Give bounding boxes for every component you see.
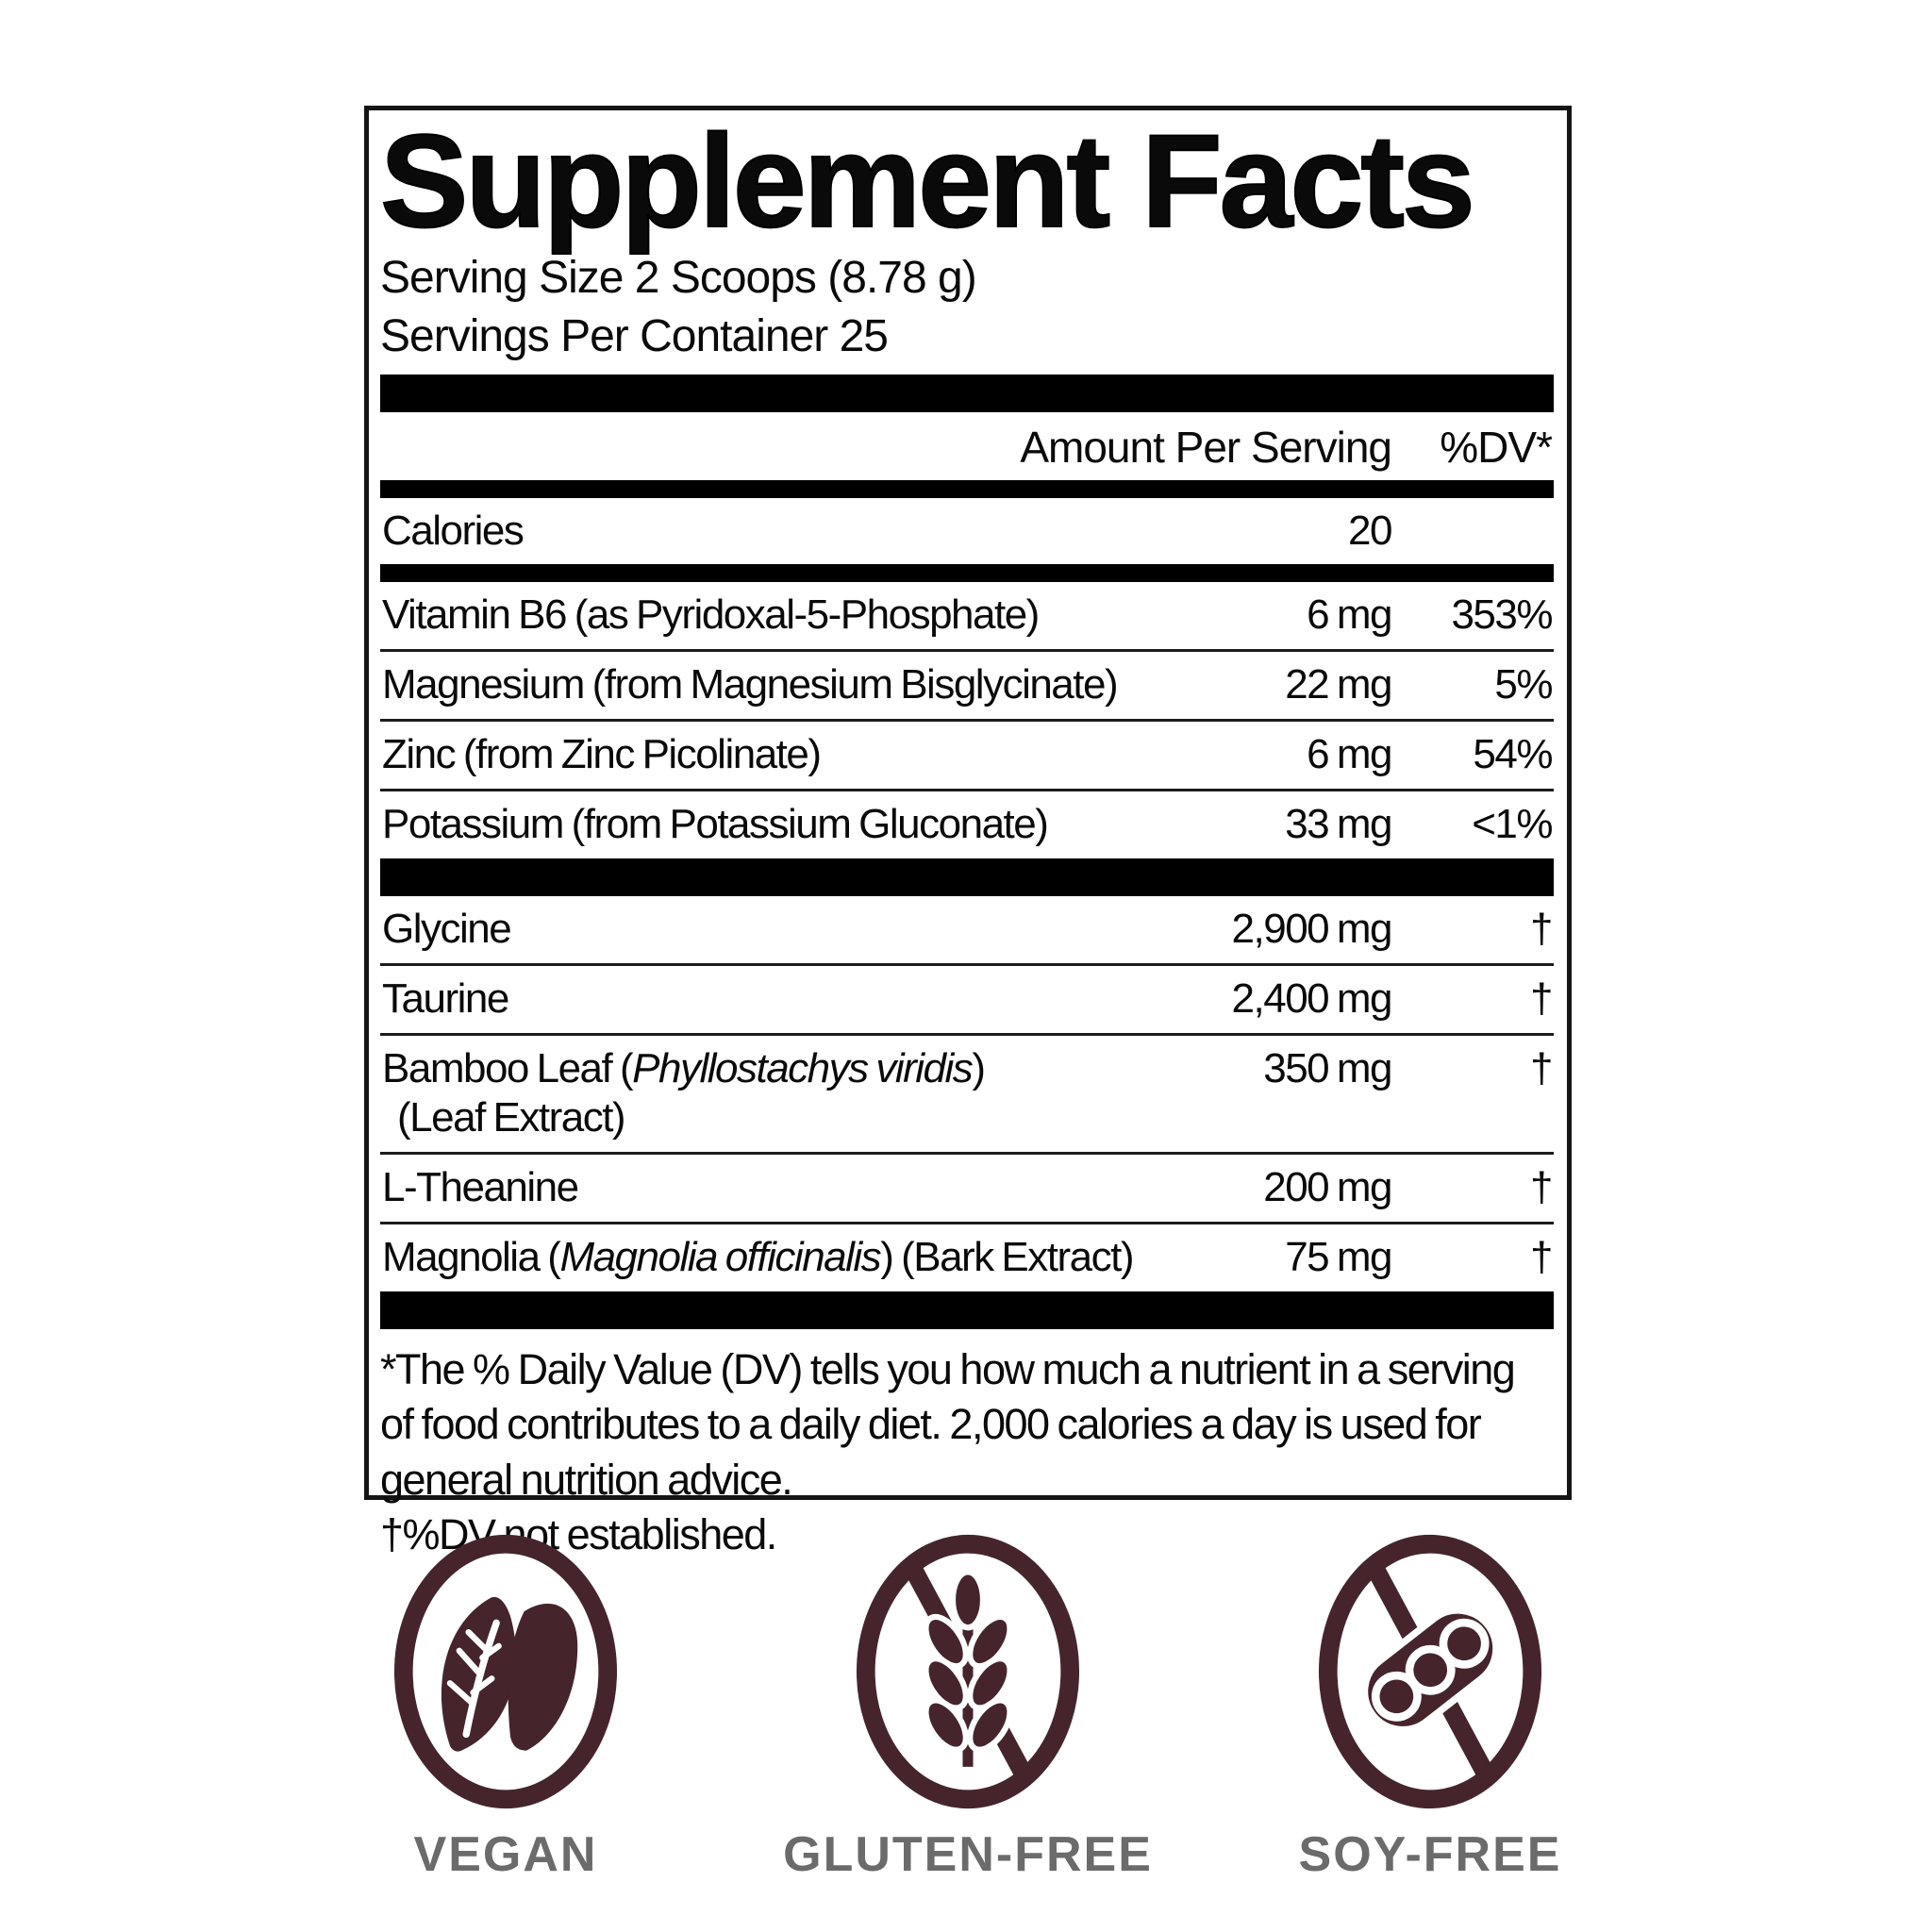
divider-bar bbox=[380, 564, 1554, 583]
divider-bar bbox=[380, 374, 1554, 412]
panel-title: Supplement Facts bbox=[379, 107, 1476, 255]
badges: VEGAN GLUTEN-FREE bbox=[364, 1530, 1572, 1883]
badge-vegan: VEGAN bbox=[364, 1530, 647, 1883]
footnote-dagger-text: †%DV not established. bbox=[380, 1510, 777, 1559]
divider-bar bbox=[380, 858, 1554, 897]
nutrient-name: Vitamin B6 (as Pyridoxal-5-Phosphate) bbox=[382, 591, 1040, 639]
botanical-dv: † bbox=[1530, 975, 1553, 1023]
botanical-amount: 200 mg bbox=[1263, 1163, 1392, 1210]
botanical-amount: 350 mg bbox=[1263, 1044, 1392, 1091]
calories-label: Calories bbox=[382, 507, 525, 554]
nutrient-dv: <1% bbox=[1472, 801, 1553, 848]
botanical-row: Glycine 2,900 mg † bbox=[380, 896, 1554, 963]
calories-row: Calories 20 bbox=[380, 498, 1554, 565]
divider-bar bbox=[380, 1291, 1554, 1329]
nutrient-row: Magnesium (from Magnesium Bisglycinate) … bbox=[380, 649, 1554, 719]
header-spacer bbox=[382, 422, 1020, 473]
botanical-dv: † bbox=[1530, 1233, 1553, 1280]
nutrient-row: Potassium (from Potassium Gluconate) 33 … bbox=[380, 789, 1554, 858]
footnote-dv-text: *The % Daily Value (DV) tells you how mu… bbox=[380, 1344, 1516, 1504]
nutrient-dv: 54% bbox=[1473, 731, 1553, 778]
botanical-name: L-Theanine bbox=[382, 1163, 579, 1210]
badge-soy-free: SOY-FREE bbox=[1289, 1530, 1572, 1883]
divider-bar bbox=[380, 479, 1554, 498]
no-soy-bean-icon bbox=[1318, 1534, 1542, 1809]
botanical-row: Bamboo Leaf (Phyllostachys viridis) (Leaf… bbox=[380, 1032, 1554, 1152]
nutrient-name: Zinc (from Zinc Picolinate) bbox=[382, 731, 822, 778]
latin-name: Phyllostachys viridis bbox=[632, 1044, 974, 1091]
vegan-leaves-icon bbox=[393, 1534, 618, 1809]
latin-name: Magnolia officinalis bbox=[559, 1233, 881, 1280]
supplement-facts-panel: Supplement Facts Serving Size 2 Scoops (… bbox=[364, 106, 1572, 1558]
botanical-dv: † bbox=[1530, 906, 1553, 953]
nutrient-amount: 22 mg bbox=[1285, 661, 1392, 708]
nutrient-name: Magnesium (from Magnesium Bisglycinate) bbox=[382, 661, 1119, 708]
botanical-row: Magnolia (Magnolia officinalis) (Bark Ex… bbox=[380, 1221, 1554, 1291]
nutrient-amount: 6 mg bbox=[1307, 731, 1392, 778]
dv-header: %DV* bbox=[1440, 422, 1553, 472]
botanical-name-line2: (Leaf Extract) bbox=[397, 1093, 626, 1141]
nutrient-amount: 33 mg bbox=[1285, 801, 1392, 848]
badge-label: VEGAN bbox=[413, 1827, 598, 1882]
serving-size: Serving Size 2 Scoops (8.78 g) bbox=[380, 252, 977, 303]
botanical-dv: † bbox=[1530, 1044, 1553, 1091]
amount-per-serving-header: Amount Per Serving bbox=[1020, 422, 1392, 472]
badge-label: GLUTEN-FREE bbox=[783, 1827, 1153, 1882]
calories-amount: 20 bbox=[1348, 507, 1392, 554]
servings-per-container: Servings Per Container 25 bbox=[380, 311, 889, 362]
nutrient-row: Vitamin B6 (as Pyridoxal-5-Phosphate) 6 … bbox=[380, 582, 1554, 649]
footnote: *The % Daily Value (DV) tells you how mu… bbox=[380, 1342, 1554, 1563]
botanical-row: Taurine 2,400 mg † bbox=[380, 963, 1554, 1033]
badge-label: SOY-FREE bbox=[1298, 1827, 1562, 1882]
botanical-name: Bamboo Leaf (Phyllostachys viridis) (Leaf… bbox=[382, 1044, 986, 1141]
nutrient-row: Zinc (from Zinc Picolinate) 6 mg 54% bbox=[380, 719, 1554, 789]
botanical-amount: 2,400 mg bbox=[1231, 975, 1393, 1023]
nutrient-name: Potassium (from Potassium Gluconate) bbox=[382, 801, 1049, 848]
nutrient-dv: 5% bbox=[1494, 661, 1553, 708]
nutrient-amount: 6 mg bbox=[1307, 591, 1392, 639]
no-gluten-wheat-icon bbox=[856, 1534, 1080, 1809]
botanical-name: Taurine bbox=[382, 975, 509, 1023]
botanical-dv: † bbox=[1530, 1163, 1553, 1210]
botanical-name: Magnolia (Magnolia officinalis) (Bark Ex… bbox=[382, 1233, 1134, 1280]
botanical-amount: 2,900 mg bbox=[1231, 906, 1393, 953]
botanical-amount: 75 mg bbox=[1285, 1233, 1392, 1280]
badge-gluten-free: GLUTEN-FREE bbox=[783, 1530, 1151, 1883]
botanical-name: Glycine bbox=[382, 906, 512, 953]
botanical-row: L-Theanine 200 mg † bbox=[380, 1151, 1554, 1222]
column-header-row: Amount Per Serving %DV* bbox=[380, 412, 1554, 480]
nutrient-dv: 353% bbox=[1451, 591, 1553, 639]
